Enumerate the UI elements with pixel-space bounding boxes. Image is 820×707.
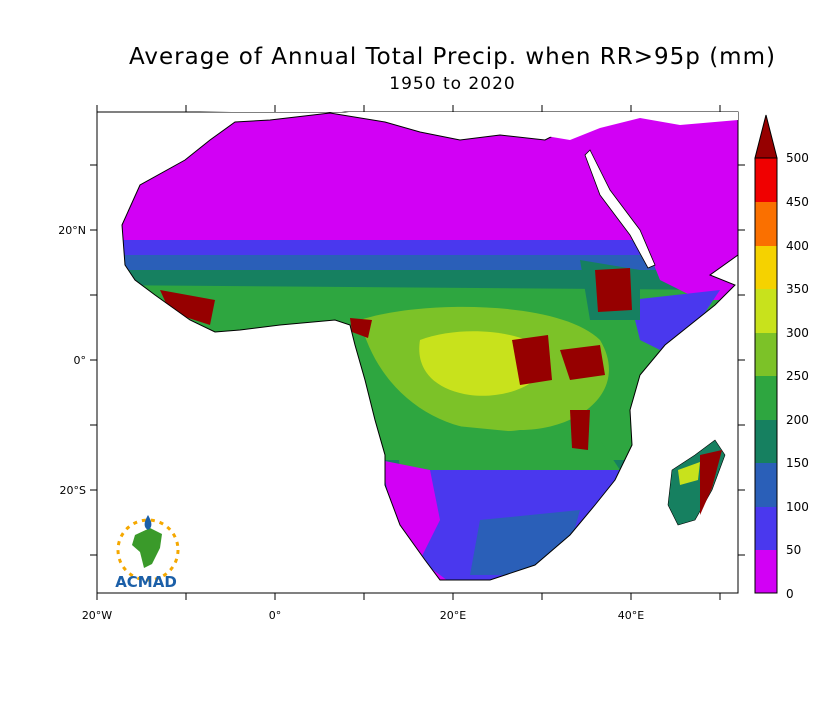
legend-label: 100: [786, 500, 809, 514]
rift-extreme: [512, 335, 552, 385]
x-tick-label: 20°E: [440, 609, 466, 622]
legend-swatch: [755, 289, 777, 333]
legend-swatch: [755, 376, 777, 420]
legend-swatch: [755, 202, 777, 246]
mediterranean-sea: [200, 110, 738, 140]
legend-label: 200: [786, 413, 809, 427]
legend-label: 400: [786, 239, 809, 253]
red-sea: [584, 149, 656, 269]
legend-swatch: [755, 420, 777, 463]
x-tick-label: 20°W: [82, 609, 112, 622]
legend-label: 450: [786, 195, 809, 209]
logo-africa-icon: [132, 528, 162, 568]
logo-sun-ring: [116, 518, 180, 582]
legend-label: 250: [786, 369, 809, 383]
ethiopia-extreme: [595, 268, 632, 312]
y-tick-label: 20°S: [60, 484, 86, 497]
madagascar-north: [678, 462, 700, 485]
horn-dry: [640, 220, 738, 300]
x-tick-label: 40°E: [618, 609, 644, 622]
y-tick-label: 0°: [74, 354, 87, 367]
legend-label: 300: [786, 326, 809, 340]
madagascar-east-extreme: [700, 450, 722, 515]
legend-max-arrow: [755, 115, 777, 158]
southeast-band: [470, 510, 580, 575]
legend-label: 350: [786, 282, 809, 296]
legend-label: 0: [786, 587, 794, 601]
legend-colorbar: [754, 114, 778, 594]
logo-drop-icon: [144, 515, 152, 530]
y-tick-label: 20°N: [58, 224, 86, 237]
map-subtitle: 1950 to 2020: [389, 74, 516, 94]
legend-swatch: [755, 158, 777, 202]
legend-swatch: [755, 463, 777, 507]
horn-band: [630, 290, 720, 350]
malawi-extreme: [570, 410, 590, 450]
x-tick-label: 0°: [269, 609, 282, 622]
legend-labels: 0 50 100 150 200 250 300 350 400 450 500: [786, 151, 809, 601]
guinea-coast-extreme: [160, 290, 215, 325]
legend-swatch: [755, 550, 777, 593]
legend-label: 50: [786, 543, 801, 557]
acmad-logo: ACMAD: [115, 515, 180, 591]
legend-swatch: [755, 246, 777, 289]
legend-swatch: [755, 507, 777, 550]
logo-text: ACMAD: [115, 573, 177, 591]
legend-label: 150: [786, 456, 809, 470]
lake-region-extreme: [560, 345, 605, 380]
namib-dry: [380, 460, 440, 560]
cameroon-extreme: [350, 318, 372, 338]
y-axis-ticks: [90, 164, 745, 556]
legend-swatch: [755, 333, 777, 376]
legend-label: 500: [786, 151, 809, 165]
africa-coastline: [121, 111, 739, 581]
map-title: Average of Annual Total Precip. when RR>…: [129, 44, 776, 70]
x-axis-ticks: [96, 105, 721, 600]
